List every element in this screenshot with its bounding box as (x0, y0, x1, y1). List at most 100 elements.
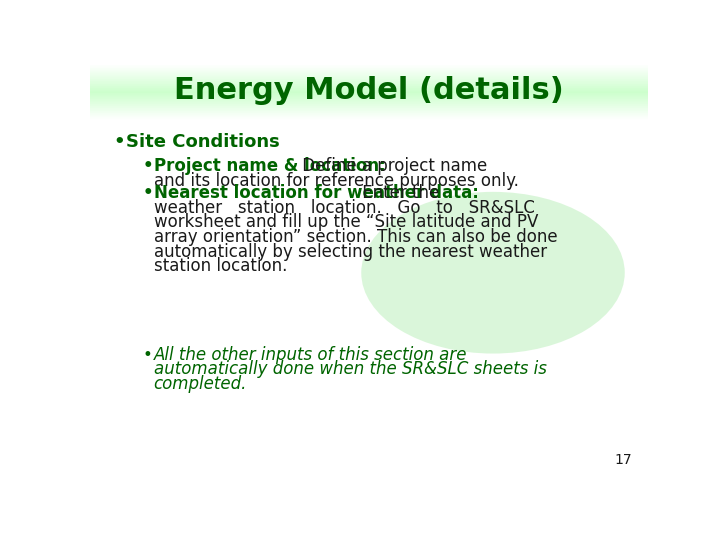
Bar (90, 112, 648, 113)
Bar (90, 78, 648, 79)
Bar (90, 69, 648, 70)
Bar (90, 77, 648, 78)
Bar (90, 70, 648, 71)
Bar (90, 109, 648, 110)
Bar (90, 93, 648, 94)
Bar (90, 110, 648, 111)
Bar (90, 116, 648, 117)
Bar (90, 113, 648, 114)
Bar (90, 90, 648, 91)
Bar (90, 98, 648, 99)
Bar (90, 114, 648, 116)
Bar (90, 64, 648, 65)
Bar (90, 95, 648, 96)
Bar (90, 89, 648, 90)
Bar (90, 72, 648, 73)
Text: Energy Model (details): Energy Model (details) (174, 77, 564, 105)
Bar (90, 106, 648, 107)
Text: All the other inputs of this section are: All the other inputs of this section are (153, 346, 467, 364)
Text: Project name & location:: Project name & location: (153, 157, 385, 175)
Bar (90, 71, 648, 72)
Bar (90, 80, 648, 82)
Bar (90, 65, 648, 66)
Bar (90, 66, 648, 67)
Bar (90, 74, 648, 75)
Bar (90, 94, 648, 95)
Bar (90, 84, 648, 85)
Bar (90, 87, 648, 89)
Bar (90, 75, 648, 76)
Bar (90, 103, 648, 104)
Bar (90, 112, 648, 113)
Bar (90, 73, 648, 74)
Text: station location.: station location. (153, 257, 287, 275)
Bar (90, 97, 648, 98)
Bar (90, 69, 648, 70)
Bar (90, 91, 648, 92)
Bar (90, 88, 648, 89)
Bar (90, 118, 648, 119)
Text: automatically done when the SR&SLC sheets is: automatically done when the SR&SLC sheet… (153, 361, 546, 379)
Text: Nearest location for weather data:: Nearest location for weather data: (153, 184, 478, 202)
Bar (90, 117, 648, 118)
Bar (90, 96, 648, 97)
Bar (90, 79, 648, 80)
Bar (90, 81, 648, 82)
Bar (90, 91, 648, 92)
Bar (90, 89, 648, 90)
Bar (90, 96, 648, 97)
Bar (90, 110, 648, 111)
Text: •: • (113, 132, 125, 151)
Bar (90, 86, 648, 87)
Text: and its location for reference purposes only.: and its location for reference purposes … (153, 172, 518, 190)
Bar (90, 100, 648, 101)
Bar (90, 108, 648, 109)
Text: Enter the: Enter the (356, 184, 439, 202)
Bar (90, 107, 648, 109)
Bar (90, 111, 648, 112)
Bar (90, 98, 648, 99)
Bar (90, 83, 648, 84)
Text: weather   station   location.   Go   to   SR&SLC: weather station location. Go to SR&SLC (153, 199, 534, 217)
Bar (90, 118, 648, 119)
Bar (90, 66, 648, 68)
Bar (90, 115, 648, 116)
Text: completed.: completed. (153, 375, 247, 393)
Bar (90, 101, 648, 102)
Text: worksheet and fill up the “Site latitude and PV: worksheet and fill up the “Site latitude… (153, 213, 538, 232)
Text: automatically by selecting the nearest weather: automatically by selecting the nearest w… (153, 242, 546, 261)
Bar (90, 105, 648, 106)
Bar (90, 119, 648, 120)
Bar (90, 73, 648, 75)
Bar (90, 104, 648, 105)
Bar (90, 86, 648, 87)
Ellipse shape (361, 192, 625, 354)
Text: Site Conditions: Site Conditions (126, 132, 279, 151)
Text: •: • (143, 346, 153, 364)
Bar (90, 92, 648, 93)
Bar (90, 113, 648, 114)
Bar (90, 71, 648, 72)
Text: •: • (143, 157, 153, 175)
Text: Define a project name: Define a project name (297, 157, 487, 175)
Bar (90, 99, 648, 100)
Text: array orientation” section. This can also be done: array orientation” section. This can als… (153, 228, 557, 246)
Bar (90, 102, 648, 103)
Bar (90, 117, 648, 118)
Bar (90, 107, 648, 108)
Bar (90, 83, 648, 84)
Text: •: • (143, 184, 153, 202)
Bar (90, 76, 648, 77)
Bar (90, 68, 648, 69)
Bar (90, 82, 648, 83)
Bar (90, 103, 648, 104)
Bar (90, 100, 648, 102)
Bar (90, 78, 648, 79)
Bar (90, 85, 648, 86)
Bar (90, 80, 648, 81)
Bar (90, 105, 648, 106)
Text: 17: 17 (615, 453, 632, 467)
Bar (90, 67, 648, 68)
Bar (90, 93, 648, 94)
Bar (90, 76, 648, 77)
